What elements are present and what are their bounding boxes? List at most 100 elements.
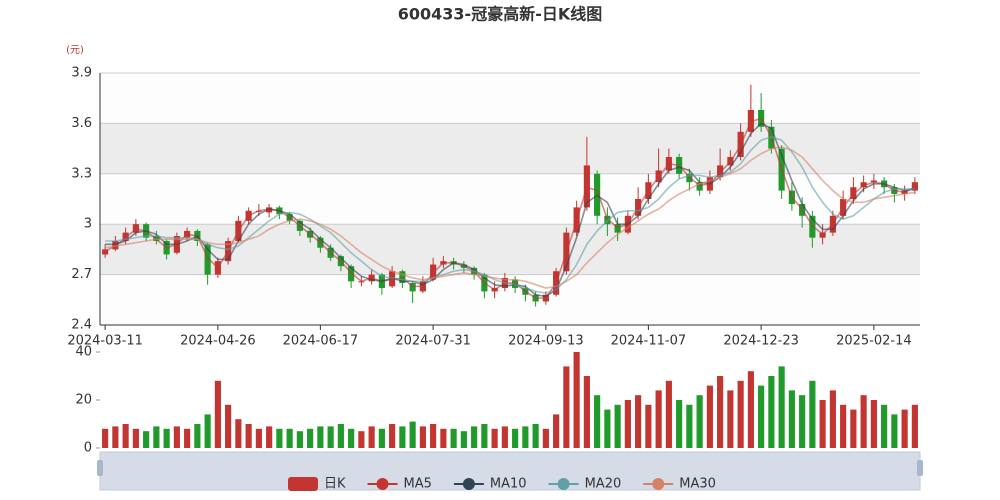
volume-bar	[358, 431, 365, 448]
legend-icon	[288, 477, 318, 491]
grid-band	[100, 123, 920, 174]
volume-bar	[214, 380, 221, 448]
chart-title: 600433-冠豪高新-日K线图	[398, 5, 602, 24]
volume-bar	[553, 414, 560, 448]
volume-bar	[809, 380, 816, 448]
volume-bar	[758, 385, 765, 448]
volume-bar	[891, 414, 898, 448]
legend-icon	[462, 478, 475, 490]
legend-icon	[652, 478, 665, 490]
ma-line	[104, 117, 916, 299]
ma-line	[105, 122, 916, 298]
volume-bar	[173, 426, 180, 448]
volume-bar	[245, 424, 252, 448]
y-tick-label: 3.9	[71, 66, 92, 81]
y-tick-label: 20	[75, 393, 92, 408]
x-tick-label: 2024-09-13	[508, 334, 584, 349]
volume-bar	[430, 424, 437, 448]
volume-bar	[307, 428, 314, 448]
y-tick-label: 3	[84, 217, 92, 232]
volume-bar	[778, 366, 785, 448]
slider-handle[interactable]	[917, 460, 923, 476]
legend-icon	[376, 478, 389, 490]
x-tick-label: 2024-11-07	[611, 334, 687, 349]
volume-bar	[399, 426, 406, 448]
volume-bar	[491, 428, 498, 448]
volume-bar	[112, 426, 119, 448]
legend-label: MA5	[404, 477, 432, 492]
y-axis-unit: (元)	[66, 45, 84, 56]
y-tick-label: 40	[75, 345, 92, 360]
candle-body	[132, 224, 139, 233]
volume-bar	[317, 426, 324, 448]
slider-handle[interactable]	[97, 460, 103, 476]
volume-bar	[122, 424, 129, 448]
volume-bar	[850, 409, 857, 448]
volume-bar	[419, 426, 426, 448]
volume-bar	[665, 380, 672, 448]
grid-band	[100, 73, 920, 124]
zoom-slider[interactable]	[97, 451, 923, 491]
legend-item[interactable]: 日K	[288, 477, 346, 492]
volume-bar	[184, 428, 191, 448]
volume-bar	[727, 390, 734, 448]
volume-bar	[522, 426, 529, 448]
volume-bar	[788, 390, 795, 448]
volume-bar	[337, 424, 344, 448]
ma-line	[104, 146, 916, 289]
volume-bar	[768, 376, 775, 448]
volume-bar	[327, 426, 334, 448]
y-tick-label: 2.7	[71, 267, 92, 282]
volume-bar	[563, 366, 570, 448]
volume-bar	[450, 428, 457, 448]
volume-bar	[163, 428, 170, 448]
volume-bar	[645, 404, 652, 448]
volume-bar	[153, 426, 160, 448]
grid-band	[100, 274, 920, 325]
volume-bar	[235, 419, 242, 448]
volume-bar	[747, 371, 754, 448]
x-tick-label: 2025-02-14	[836, 334, 912, 349]
y-tick-label: 0	[84, 441, 92, 456]
x-tick-label: 2024-03-11	[67, 334, 143, 349]
x-tick-label: 2024-12-23	[723, 334, 799, 349]
grid-band	[100, 224, 920, 275]
volume-bar	[881, 404, 888, 448]
volume-bar	[132, 428, 139, 448]
volume-bar	[676, 400, 683, 448]
volume-bar	[583, 376, 590, 448]
volume-bar	[655, 390, 662, 448]
volume-bar	[471, 426, 478, 448]
volume-bar	[840, 404, 847, 448]
volume-bar	[614, 404, 621, 448]
volume-bar	[501, 426, 508, 448]
legend-item[interactable]: MA20	[548, 477, 622, 492]
volume-bar	[696, 395, 703, 448]
volume-bar	[901, 409, 908, 448]
volume-bar	[143, 431, 150, 448]
y-tick-label: 2.4	[71, 318, 92, 333]
candle-body	[409, 283, 416, 292]
volume-bar	[286, 428, 293, 448]
volume-bar	[102, 428, 109, 448]
volume-bar	[296, 431, 303, 448]
volume-bar	[594, 395, 601, 448]
candle-body	[696, 182, 703, 191]
x-tick-label: 2024-04-26	[180, 334, 256, 349]
legend-item[interactable]: MA10	[453, 477, 527, 492]
volume-bar	[204, 414, 211, 448]
volume-bar	[378, 428, 385, 448]
candle-body	[911, 182, 918, 191]
volume-bar	[819, 400, 826, 448]
legend-item[interactable]: MA30	[643, 477, 716, 492]
volume-bar	[799, 395, 806, 448]
candle-body	[102, 249, 109, 255]
volume-bar	[532, 424, 539, 448]
volume-bar	[194, 424, 201, 448]
candle-body	[870, 180, 877, 183]
volume-bar	[542, 428, 549, 448]
volume-bar	[368, 426, 375, 448]
x-tick-label: 2024-06-17	[283, 334, 359, 349]
legend-item[interactable]: MA5	[367, 477, 432, 492]
